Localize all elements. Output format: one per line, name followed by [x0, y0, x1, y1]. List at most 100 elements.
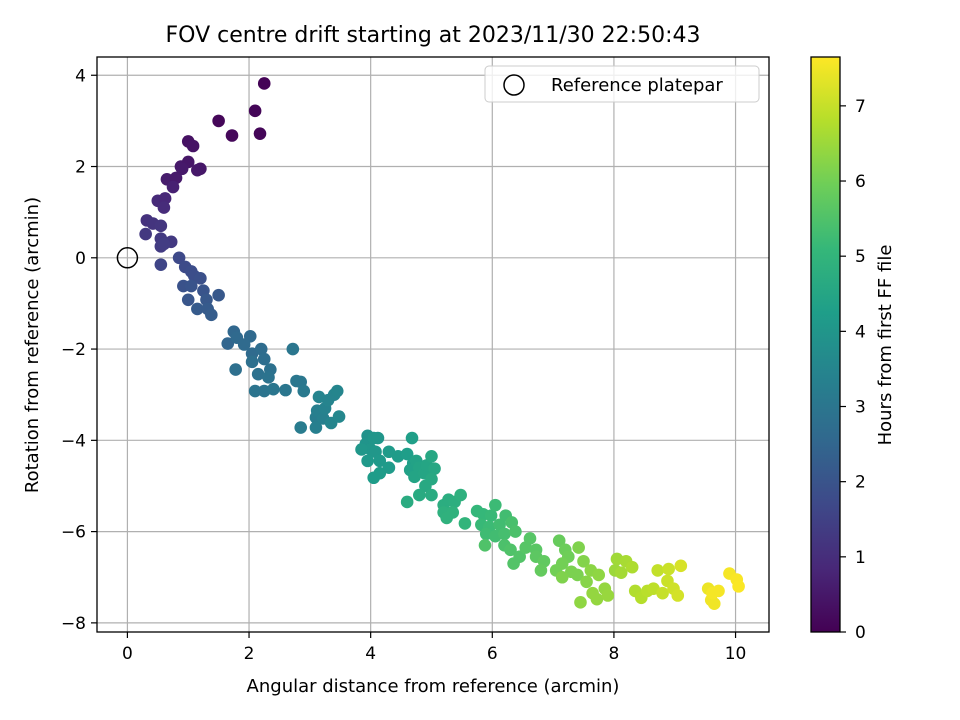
data-point	[601, 589, 615, 602]
y-tick-label: 0	[75, 249, 86, 269]
data-point	[534, 564, 548, 577]
data-point	[181, 293, 195, 307]
data-point	[504, 543, 517, 557]
y-tick-label: −4	[61, 431, 86, 451]
data-point	[454, 488, 467, 502]
data-point	[428, 462, 441, 475]
data-point	[186, 139, 200, 153]
x-axis-label: Angular distance from reference (arcmin)	[247, 676, 620, 697]
y-tick-label: −6	[61, 523, 86, 543]
data-point	[191, 163, 204, 177]
colorbar-tick-label: 3	[855, 398, 866, 418]
data-point	[225, 129, 239, 142]
reference-point-group	[116, 247, 139, 269]
data-point	[248, 384, 262, 398]
data-point	[373, 454, 387, 468]
data-point	[262, 371, 275, 384]
data-point	[154, 219, 168, 233]
y-tick-label: −8	[61, 614, 86, 634]
data-point	[732, 580, 745, 593]
data-point	[332, 410, 346, 423]
x-tick-label: 6	[487, 644, 498, 664]
x-tick-label: 10	[725, 644, 747, 664]
data-point	[408, 470, 421, 484]
data-point	[139, 227, 152, 241]
data-point	[572, 541, 585, 554]
y-tick-label: 2	[75, 158, 86, 178]
colorbar-tick-label: 1	[855, 548, 866, 568]
legend: Reference platepar	[484, 65, 760, 103]
data-point	[154, 258, 168, 271]
data-point	[361, 454, 374, 468]
data-point	[651, 564, 665, 577]
data-point	[662, 562, 675, 576]
data-point	[580, 575, 593, 589]
colorbar-ticks: 0 1 2 3 4 5 6 7	[840, 97, 866, 643]
data-point	[257, 352, 271, 366]
data-point	[419, 479, 432, 493]
data-point	[294, 421, 308, 434]
colorbar-tick-label: 0	[855, 623, 866, 643]
data-point	[489, 498, 502, 512]
data-point	[577, 554, 590, 568]
data-point	[706, 586, 719, 600]
y-axis-ticks: −8 −6 −4 −2 0 2 4	[61, 66, 97, 634]
plot-frame	[96, 56, 770, 633]
data-point	[586, 586, 599, 600]
data-point	[212, 114, 225, 128]
data-point	[571, 568, 584, 582]
data-point	[478, 538, 492, 552]
data-point	[382, 461, 396, 475]
data-point	[671, 589, 685, 602]
x-tick-label: 0	[122, 644, 133, 664]
colorbar-tick-label: 2	[855, 473, 866, 493]
data-point	[625, 560, 639, 574]
data-point	[229, 363, 242, 376]
data-point	[552, 534, 566, 548]
colorbar-label: Hours from first FF file	[875, 245, 896, 446]
colorbar: 0 1 2 3 4 5 6 7 Hours from first FF file	[810, 56, 896, 643]
data-point	[523, 532, 537, 545]
data-point	[184, 279, 198, 293]
data-point	[592, 568, 606, 582]
data-point	[674, 559, 688, 573]
data-point	[371, 431, 385, 445]
data-point	[312, 390, 326, 404]
data-points	[139, 77, 745, 611]
y-tick-label: 4	[75, 66, 86, 86]
data-point	[574, 596, 587, 609]
data-point	[509, 525, 522, 538]
x-tick-label: 2	[244, 644, 255, 664]
data-point	[373, 466, 387, 480]
data-point	[279, 383, 292, 397]
data-point	[707, 597, 721, 611]
data-point	[355, 443, 368, 456]
data-point	[614, 566, 628, 579]
data-point	[656, 586, 669, 600]
x-axis-ticks: 0 2 4 6 8 10	[122, 632, 746, 664]
data-point	[425, 450, 438, 463]
data-point	[245, 355, 259, 369]
data-point	[194, 272, 207, 285]
data-point	[172, 251, 186, 265]
data-point	[191, 302, 204, 316]
colorbar-frame	[810, 56, 841, 633]
data-point	[286, 342, 300, 356]
data-point	[157, 201, 171, 214]
legend-marker-icon	[503, 74, 525, 96]
x-tick-label: 4	[365, 644, 376, 664]
y-axis-label: Rotation from reference (arcmin)	[22, 197, 43, 493]
data-point	[221, 337, 235, 350]
data-point	[425, 488, 438, 502]
data-point	[253, 127, 267, 140]
y-tick-label: −2	[61, 340, 86, 360]
data-point	[440, 511, 453, 525]
data-point	[237, 338, 251, 351]
data-point	[507, 557, 520, 570]
data-point	[498, 527, 511, 541]
data-point	[400, 447, 414, 461]
data-point	[254, 342, 268, 356]
data-point	[413, 488, 426, 502]
colorbar-tick-label: 5	[855, 247, 866, 267]
